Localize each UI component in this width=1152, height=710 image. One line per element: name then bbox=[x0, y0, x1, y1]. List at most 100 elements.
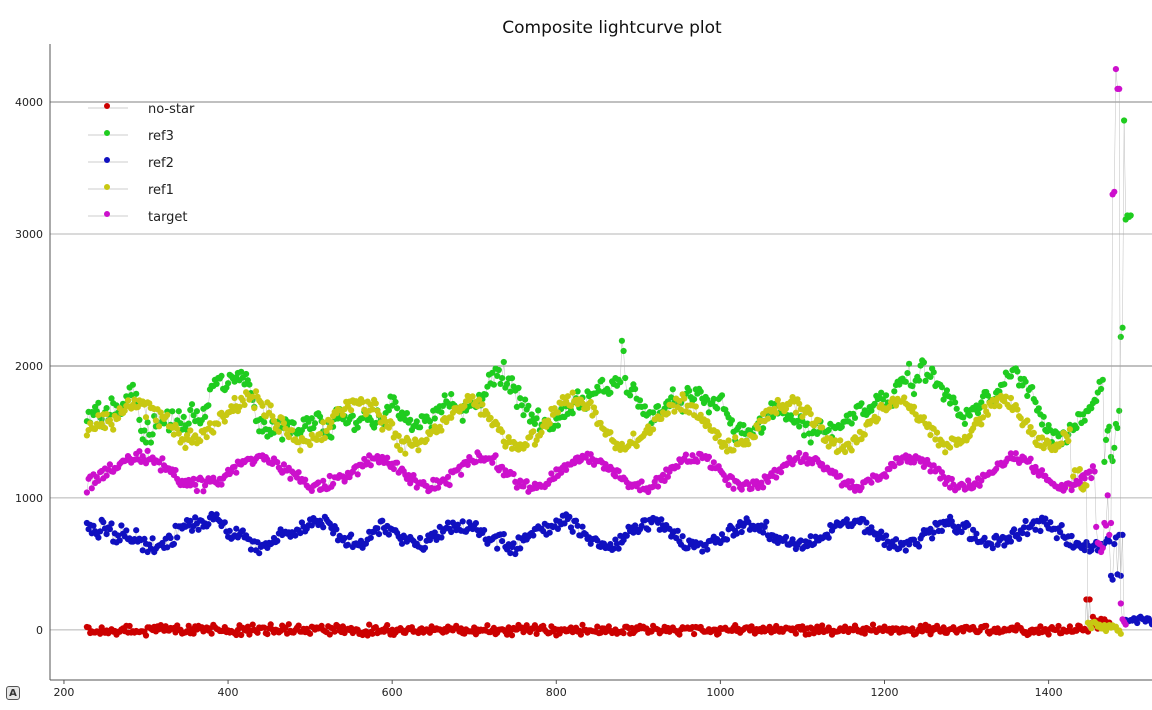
data-point bbox=[627, 392, 633, 398]
data-point bbox=[493, 452, 499, 458]
data-point bbox=[233, 470, 239, 476]
data-point bbox=[182, 445, 188, 451]
data-point bbox=[808, 439, 814, 445]
data-point bbox=[607, 390, 613, 396]
data-point bbox=[117, 537, 123, 543]
data-point bbox=[1105, 492, 1111, 498]
data-point bbox=[726, 437, 732, 443]
data-point bbox=[110, 427, 116, 433]
data-point bbox=[302, 477, 308, 483]
data-point bbox=[1067, 426, 1073, 432]
data-point bbox=[906, 361, 912, 367]
data-point bbox=[445, 474, 451, 480]
data-point bbox=[136, 417, 142, 423]
data-point bbox=[481, 527, 487, 533]
data-point bbox=[104, 405, 110, 411]
data-point bbox=[458, 472, 464, 478]
data-point bbox=[534, 415, 540, 421]
data-point bbox=[729, 417, 735, 423]
data-point bbox=[1090, 463, 1096, 469]
data-point bbox=[320, 524, 326, 530]
data-point bbox=[755, 426, 761, 432]
data-point bbox=[929, 535, 935, 541]
series-no-star bbox=[84, 596, 1113, 638]
data-point bbox=[566, 514, 572, 520]
data-point bbox=[1065, 438, 1071, 444]
data-point bbox=[655, 484, 661, 490]
data-point bbox=[148, 440, 154, 446]
data-point bbox=[730, 486, 736, 492]
data-point bbox=[1106, 532, 1112, 538]
data-point bbox=[238, 632, 244, 638]
data-point bbox=[745, 441, 751, 447]
series-ref1 bbox=[84, 388, 1124, 637]
data-point bbox=[127, 623, 133, 629]
data-point bbox=[1008, 373, 1014, 379]
data-point bbox=[374, 525, 380, 531]
data-point bbox=[491, 382, 497, 388]
data-point bbox=[773, 474, 779, 480]
data-point bbox=[133, 391, 139, 397]
data-point bbox=[826, 535, 832, 541]
data-point bbox=[621, 348, 627, 354]
data-point bbox=[404, 410, 410, 416]
data-point bbox=[973, 531, 979, 537]
data-point bbox=[424, 437, 430, 443]
data-point bbox=[192, 482, 198, 488]
data-point bbox=[172, 467, 178, 473]
data-point bbox=[911, 404, 917, 410]
data-point bbox=[499, 375, 505, 381]
data-point bbox=[1118, 600, 1124, 606]
data-point bbox=[330, 481, 336, 487]
data-point bbox=[967, 413, 973, 419]
data-point bbox=[579, 524, 585, 530]
data-point bbox=[1083, 483, 1089, 489]
x-tick-label: 800 bbox=[546, 686, 567, 699]
data-point bbox=[1123, 622, 1129, 628]
data-point bbox=[368, 462, 374, 468]
data-point bbox=[849, 447, 855, 453]
data-point bbox=[168, 535, 174, 541]
data-point bbox=[1114, 425, 1120, 431]
data-point bbox=[911, 391, 917, 397]
data-point bbox=[143, 632, 149, 638]
data-point bbox=[724, 537, 730, 543]
data-point bbox=[1087, 596, 1093, 602]
data-point bbox=[1088, 475, 1094, 481]
data-point bbox=[287, 476, 293, 482]
data-point bbox=[1039, 421, 1045, 427]
data-point bbox=[108, 520, 114, 526]
data-point bbox=[927, 432, 933, 438]
data-point bbox=[256, 550, 262, 556]
data-point bbox=[415, 447, 421, 453]
data-point bbox=[1014, 368, 1020, 374]
data-point bbox=[289, 427, 295, 433]
data-point bbox=[858, 400, 864, 406]
data-point bbox=[706, 454, 712, 460]
data-point bbox=[470, 393, 476, 399]
data-point bbox=[870, 622, 876, 628]
data-point bbox=[328, 435, 334, 441]
data-point bbox=[95, 400, 101, 406]
data-point bbox=[765, 416, 771, 422]
data-point bbox=[878, 529, 884, 535]
data-point bbox=[852, 415, 858, 421]
data-point bbox=[202, 414, 208, 420]
data-point bbox=[296, 469, 302, 475]
data-point bbox=[519, 402, 525, 408]
zoom-mode-badge[interactable]: A bbox=[6, 686, 20, 700]
data-point bbox=[509, 632, 515, 638]
legend-label: target bbox=[148, 210, 188, 225]
data-point bbox=[384, 622, 390, 628]
data-point bbox=[1031, 430, 1037, 436]
data-point bbox=[645, 527, 651, 533]
data-point bbox=[499, 538, 505, 544]
data-point bbox=[1092, 468, 1098, 474]
data-point bbox=[658, 516, 664, 522]
data-point bbox=[281, 420, 287, 426]
data-point bbox=[1110, 577, 1116, 583]
data-point bbox=[438, 427, 444, 433]
data-point bbox=[373, 400, 379, 406]
y-tick-label: 2000 bbox=[15, 360, 43, 373]
